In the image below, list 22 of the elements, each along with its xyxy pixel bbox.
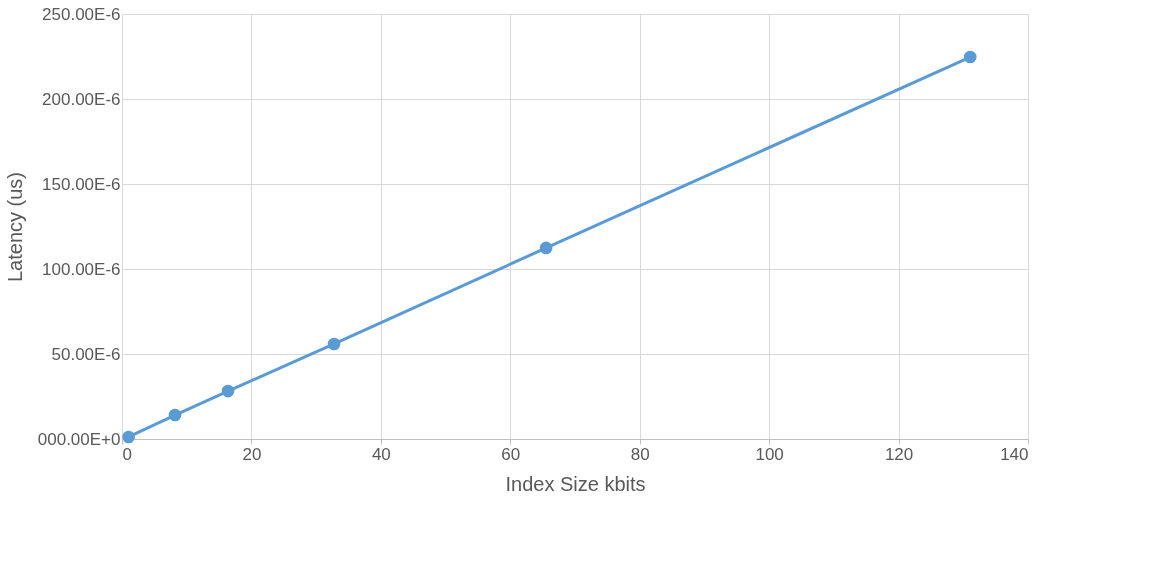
x-tick-label: 120: [884, 444, 914, 464]
x-axis-title: Index Size kbits: [505, 472, 646, 495]
point: [327, 337, 341, 351]
y-tick-label: 150.00E-6: [42, 174, 121, 194]
x-tick-label: 140: [1000, 444, 1029, 464]
point: [963, 50, 977, 64]
x-tick-label: 80: [630, 444, 650, 464]
x-tick-label: 60: [501, 444, 521, 464]
x-tick-label: 0: [122, 444, 132, 464]
point: [221, 384, 235, 398]
x-tick-label: 20: [242, 444, 262, 464]
point: [122, 430, 135, 444]
y-tick-label: 200.00E-6: [42, 89, 121, 109]
y-tick-label: 100.00E-6: [42, 259, 121, 279]
y-axis-title: Latency (us): [3, 171, 26, 283]
y-tick-label: 50.00E-6: [51, 344, 121, 364]
x-tick-label: 100: [755, 444, 784, 464]
y-tick-label: 000.00E+0: [37, 429, 121, 449]
x-tick-label: 40: [371, 444, 391, 464]
point: [168, 408, 182, 422]
y-tick-label: 250.00E-6: [42, 4, 121, 24]
point: [539, 241, 553, 255]
